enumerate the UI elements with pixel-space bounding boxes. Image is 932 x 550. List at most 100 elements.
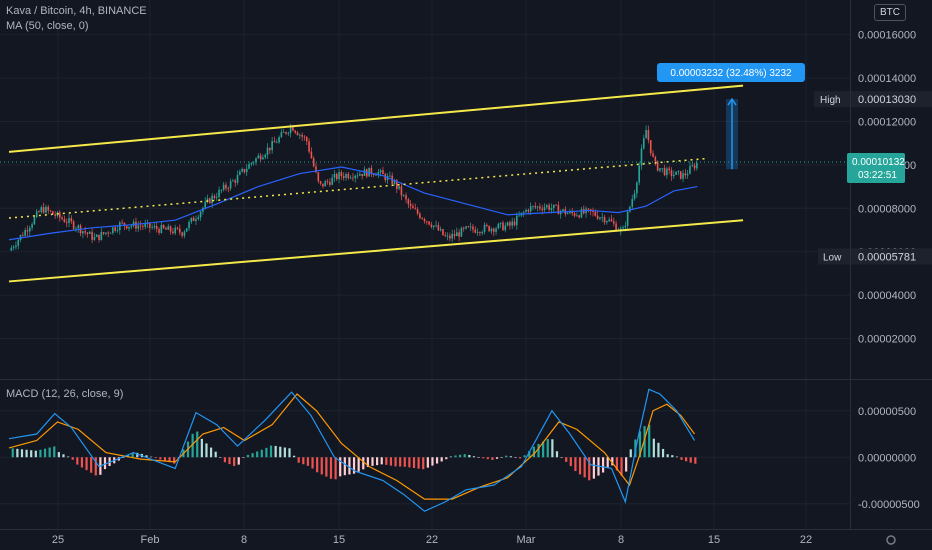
- symbol-legend: Kava / Bitcoin, 4h, BINANCE: [6, 5, 147, 17]
- macd-histogram-bar: [528, 451, 531, 458]
- candle-body: [335, 173, 338, 180]
- macd-histogram-bar: [389, 457, 393, 466]
- macd-histogram-bar: [173, 457, 176, 464]
- measure-label-box: [657, 63, 805, 82]
- candle-body: [287, 132, 290, 134]
- candle-body: [426, 221, 428, 223]
- price-axis-tick: 0.00002000: [858, 334, 916, 346]
- macd-histogram-bar: [85, 457, 88, 471]
- candle-body: [128, 226, 130, 229]
- candle-body: [686, 173, 689, 176]
- macd-histogram-bar: [472, 456, 476, 458]
- candle-body: [601, 217, 604, 218]
- candle-body: [446, 235, 449, 237]
- candle-body: [345, 173, 347, 178]
- candle-body: [550, 208, 553, 210]
- candle-body: [612, 221, 615, 224]
- candle-body: [45, 206, 47, 213]
- candle-body: [294, 130, 297, 133]
- candle-body: [460, 227, 463, 237]
- candle-body: [190, 217, 193, 222]
- high-value: 0.00013030: [858, 94, 916, 106]
- candle-body: [476, 232, 479, 233]
- candle-body: [640, 148, 643, 166]
- macd-histogram-bar: [90, 457, 93, 473]
- candle-body: [578, 215, 580, 218]
- candle-body: [543, 207, 546, 211]
- candle-body: [596, 215, 599, 219]
- macd-histogram-bar: [694, 457, 697, 464]
- candle-body: [181, 232, 183, 236]
- candle-body: [326, 181, 329, 183]
- candle-body: [225, 184, 227, 189]
- candle-body: [322, 183, 324, 187]
- candle-body: [165, 228, 167, 230]
- candle-body: [631, 199, 634, 207]
- candle-body: [636, 182, 638, 194]
- candle-body: [486, 224, 488, 226]
- candle-body: [368, 167, 370, 177]
- candle-body: [118, 222, 121, 231]
- macd-histogram-bar: [228, 457, 231, 465]
- candle-body: [472, 226, 474, 230]
- candle-body: [285, 132, 287, 134]
- macd-histogram-bar: [311, 457, 314, 469]
- candle-body: [659, 168, 661, 171]
- candle-body: [116, 230, 119, 231]
- macd-histogram-bar: [486, 457, 489, 460]
- price-axis-tick: 0.00014000: [858, 73, 916, 85]
- candle-body: [137, 225, 140, 229]
- candle-body: [529, 206, 532, 212]
- macd-histogram-bar: [592, 457, 595, 479]
- candle-body: [656, 161, 659, 171]
- macd-histogram-bar: [348, 457, 351, 475]
- candle-body: [215, 197, 218, 198]
- candle-body: [495, 228, 497, 232]
- candle-body: [522, 212, 525, 213]
- candle-body: [289, 126, 292, 133]
- candle-body: [282, 132, 285, 133]
- macd-legend: MACD (12, 26, close, 9): [6, 388, 124, 400]
- candle-body: [206, 198, 209, 202]
- time-axis-tick: 22: [426, 534, 438, 546]
- candle-body: [439, 229, 442, 231]
- candle-body: [167, 226, 170, 230]
- macd-histogram-bar: [306, 457, 310, 466]
- macd-histogram-bar: [145, 455, 148, 458]
- candle-body: [555, 204, 557, 206]
- macd-signal-line: [8, 393, 696, 500]
- macd-histogram-bar: [219, 457, 222, 458]
- candle-body: [49, 210, 52, 212]
- macd-histogram-bar: [66, 456, 70, 458]
- candle-body: [84, 231, 86, 233]
- candle-body: [569, 211, 571, 214]
- candle-body: [622, 227, 624, 229]
- time-axis-tick: Mar: [517, 534, 536, 546]
- candle-body: [451, 234, 454, 239]
- time-axis-tick: Feb: [141, 534, 160, 546]
- macd-histogram-bar: [16, 448, 19, 458]
- low-tag-box: [818, 248, 850, 265]
- candle-body: [172, 231, 174, 234]
- candle-body: [437, 225, 440, 231]
- macd-histogram-bar: [620, 457, 623, 476]
- high-tag: High: [820, 95, 841, 106]
- candle-body: [255, 158, 257, 163]
- candle-body: [63, 219, 66, 223]
- candle-body: [608, 219, 610, 222]
- candle-body: [315, 166, 317, 173]
- macd-histogram-bar: [463, 454, 466, 458]
- candle-body: [647, 130, 650, 141]
- candle-body: [301, 134, 303, 137]
- candle-body: [12, 247, 15, 248]
- macd-histogram-bar: [320, 457, 323, 475]
- price-axis-tick: 0.00012000: [858, 116, 916, 128]
- currency-badge[interactable]: BTC: [874, 4, 906, 21]
- candle-body: [469, 226, 472, 228]
- candle-body: [266, 147, 269, 155]
- candle-body: [624, 225, 627, 228]
- macd-histogram-bar: [53, 446, 56, 458]
- macd-histogram-bar: [417, 457, 420, 469]
- candle-body: [31, 224, 33, 228]
